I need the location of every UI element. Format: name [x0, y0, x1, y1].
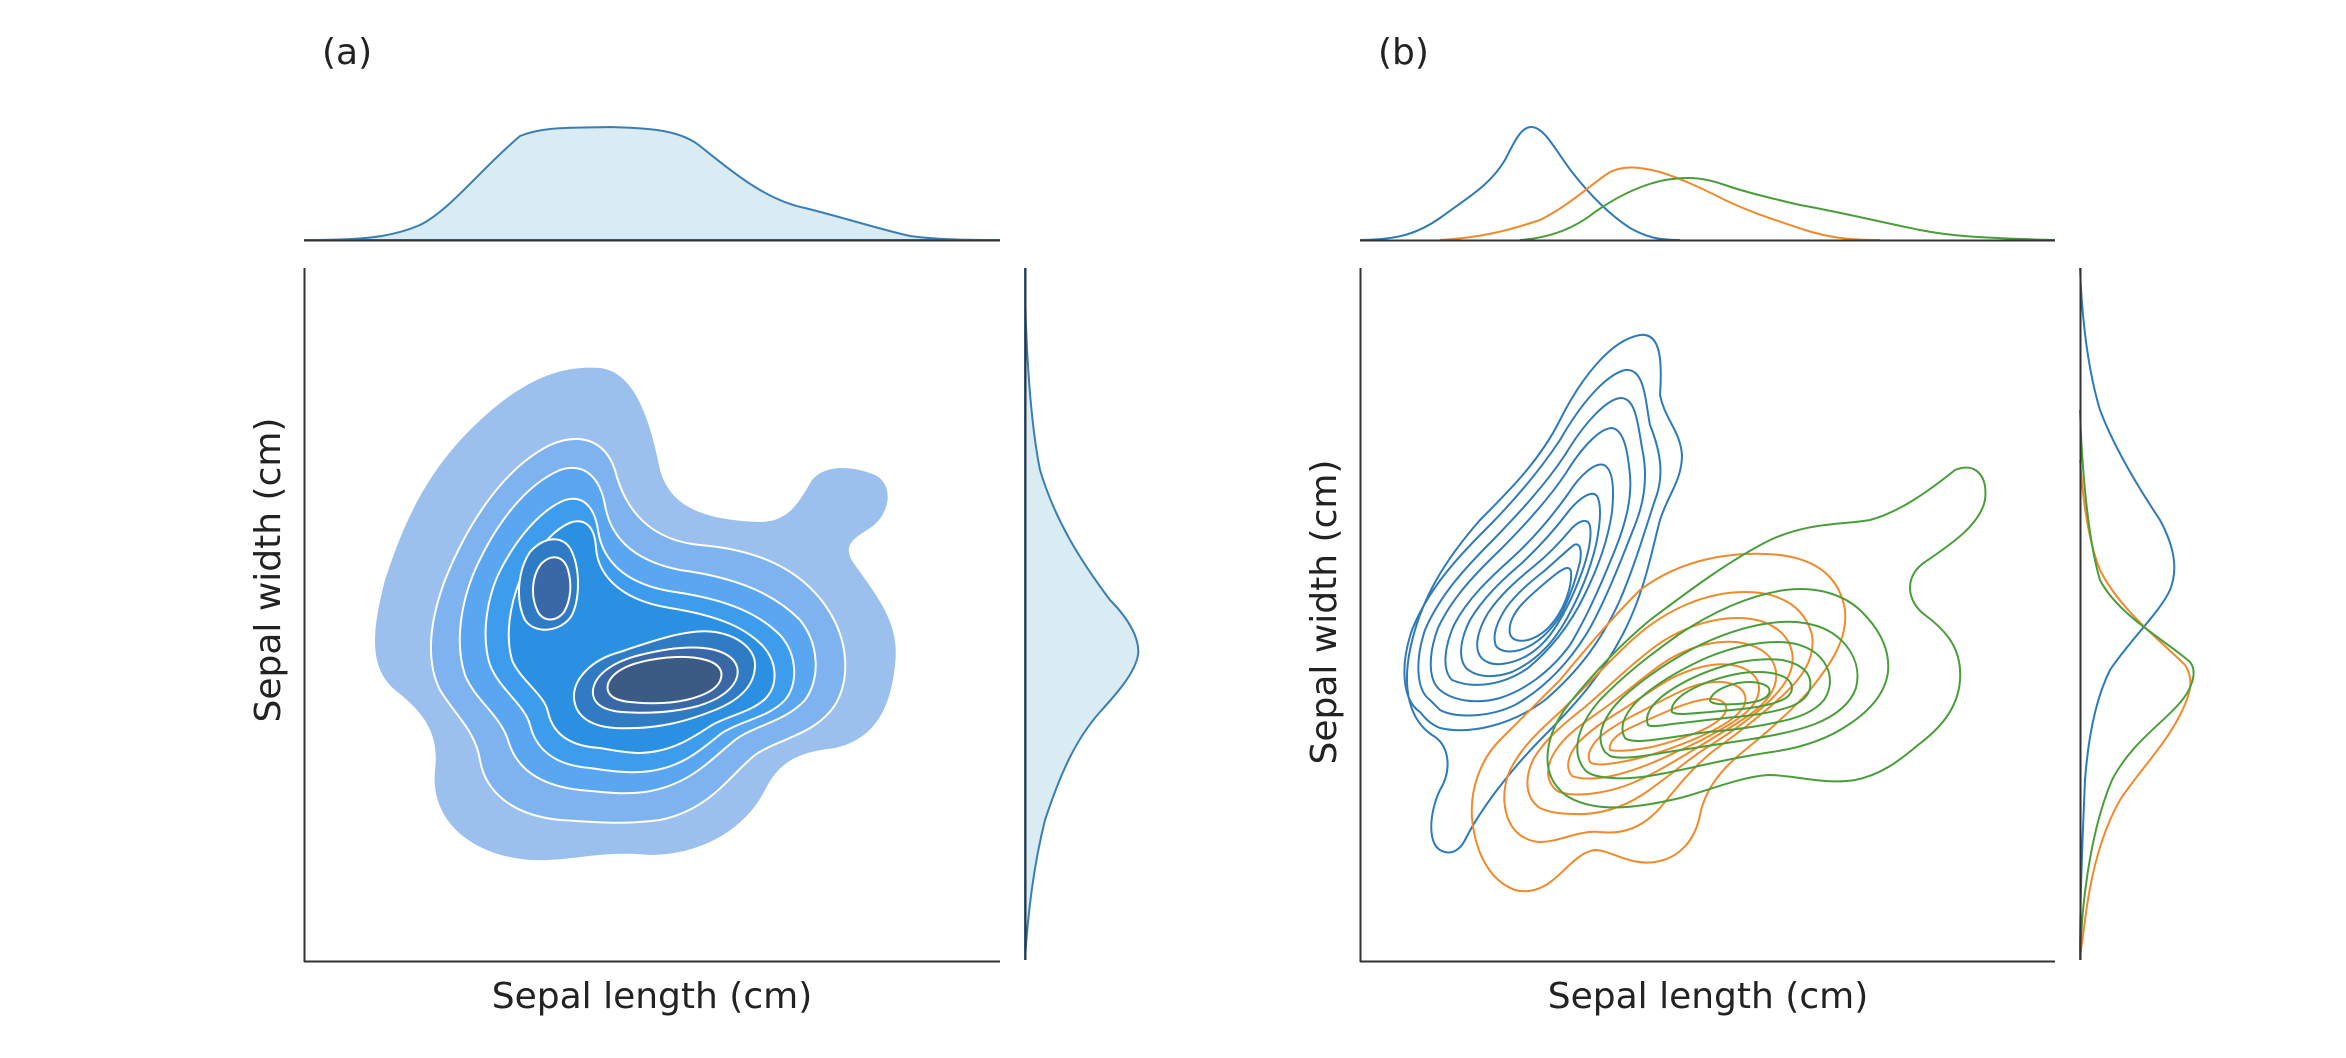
panel-a-x-label: Sepal length (cm)	[492, 976, 813, 1017]
setosa-contour	[1403, 368, 1662, 732]
setosa-marginal-y	[2079, 267, 2176, 961]
setosa-contour	[1406, 333, 1684, 854]
panel-a-y-label: Sepal width (cm)	[248, 418, 289, 723]
setosa-contour	[1476, 520, 1592, 666]
virginica-contour	[1576, 588, 1890, 780]
virginica-contour	[1670, 671, 1793, 716]
panel-b-x-label: Sepal length (cm)	[1548, 976, 1869, 1017]
versicolor-contour	[1547, 640, 1778, 796]
setosa-contour	[1508, 566, 1573, 642]
setosa-marginal-x	[1359, 126, 1681, 241]
panel-a-marginal-x	[303, 125, 1001, 242]
versicolor-contour	[1608, 697, 1728, 752]
versicolor-contour	[1587, 680, 1747, 766]
panel-b-y-label: Sepal width (cm)	[1304, 460, 1345, 765]
virginica-contour	[1708, 681, 1771, 706]
setosa-contour	[1417, 396, 1647, 717]
panel-b-marginal-x	[1359, 126, 2056, 242]
virginica-contour	[1646, 658, 1812, 728]
virginica-contour	[1546, 466, 1987, 809]
virginica-contours	[1546, 466, 1987, 809]
panel-a-marginal-y	[1024, 267, 1140, 961]
virginica-contour	[1621, 640, 1831, 743]
versicolor-contours	[1470, 552, 1847, 893]
panel-a-marginal-x-curve	[303, 125, 1001, 241]
panel-a-contours	[375, 367, 896, 861]
versicolor-marginal-y	[2079, 459, 2192, 961]
panel-a-contour-level-8	[606, 656, 723, 705]
setosa-contour	[1493, 543, 1582, 653]
virginica-marginal-y	[2079, 409, 2195, 961]
panel-a: (a) Sepal length (cm) Sepal width (cm)	[248, 32, 1140, 1017]
versicolor-contour	[1567, 663, 1761, 780]
panel-a-tag: (a)	[322, 32, 372, 73]
versicolor-contour	[1503, 590, 1814, 844]
setosa-contours	[1403, 333, 1684, 854]
setosa-contour	[1444, 463, 1614, 686]
versicolor-contour	[1526, 616, 1794, 816]
versicolor-marginal-x	[1439, 166, 1881, 241]
panel-a-marginal-y-curve	[1024, 267, 1140, 961]
setosa-contour	[1429, 426, 1632, 703]
virginica-marginal-x	[1519, 176, 2056, 241]
panel-b: (b)	[1304, 32, 2195, 1017]
panel-b-tag: (b)	[1378, 32, 1429, 73]
panel-b-marginal-y	[2079, 267, 2195, 961]
setosa-contour	[1460, 492, 1601, 678]
virginica-contour	[1599, 620, 1859, 759]
versicolor-contour	[1470, 552, 1847, 893]
